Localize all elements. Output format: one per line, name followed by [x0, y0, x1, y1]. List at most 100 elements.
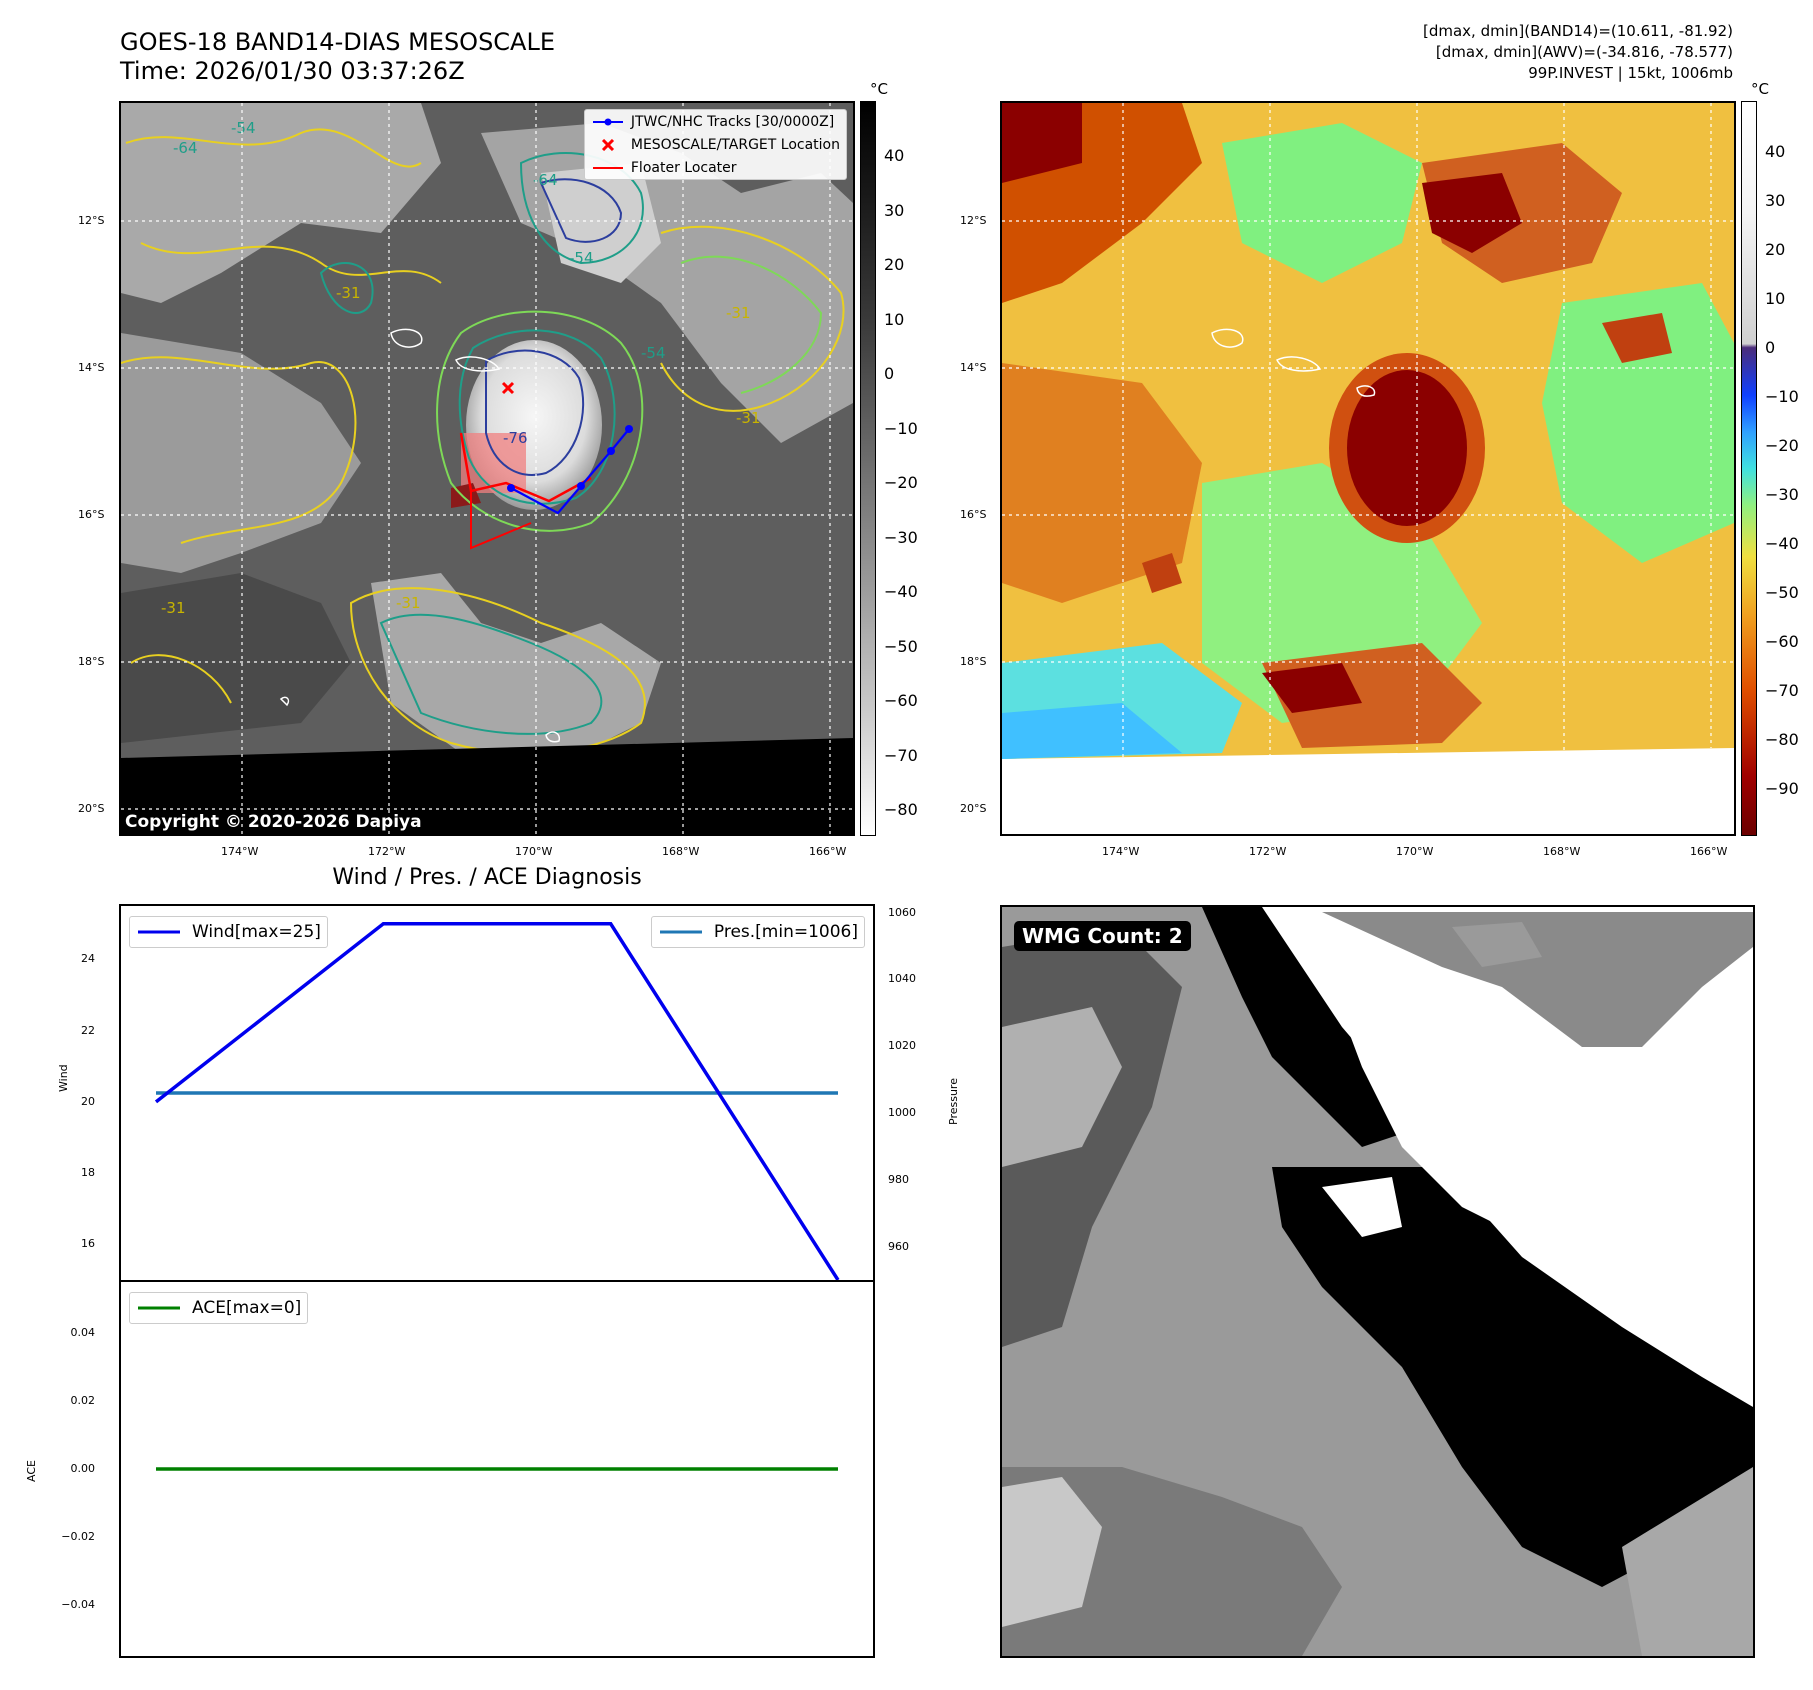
axis-tick-label: 0.02: [70, 1394, 96, 1407]
axis-tick-label: 960: [888, 1239, 909, 1253]
legend-item-pressure: Pres.[min=1006]: [652, 917, 864, 947]
contour-label: -31: [161, 599, 186, 617]
colorbar-tick-label: 30: [884, 200, 905, 220]
lat-label: 20°S: [960, 802, 987, 815]
axis-tick-label: 16: [81, 1237, 95, 1251]
ace-plot: [156, 1467, 838, 1471]
ace-axes: ACE[max=0]: [119, 1280, 875, 1658]
lat-label: 12°S: [78, 214, 105, 227]
colorbar-tick-label: −70: [1765, 681, 1799, 700]
wind-pressure-plot: [154, 922, 840, 1280]
track-point: [625, 425, 633, 433]
awv-colorbar-unit: °C: [1751, 80, 1769, 98]
wind-axis-label: Wind: [57, 1064, 70, 1092]
colorbar-tick-label: −30: [884, 527, 918, 547]
colorbar-tick-label: −10: [1765, 387, 1799, 406]
axis-tick-label: 22: [81, 1023, 95, 1037]
floater-locator-line: [470, 491, 532, 550]
lat-label: 16°S: [960, 508, 987, 521]
contour-label: -76: [503, 429, 528, 447]
contour-label: -31: [396, 594, 421, 612]
axis-tick-label: 980: [888, 1172, 909, 1186]
colorbar-tick-label: 0: [1765, 338, 1776, 357]
info-band14-range: [dmax, dmin](BAND14)=(10.611, -81.92): [1422, 22, 1733, 40]
legend-track-label: JTWC/NHC Tracks [30/0000Z]: [630, 113, 835, 130]
awv-map-image: [1002, 103, 1734, 759]
lon-label: 168°W: [1543, 845, 1581, 858]
contour-label: -64: [173, 139, 198, 157]
ace-axis-label: ACE: [25, 1460, 38, 1482]
colorbar-tick-label: 30: [1765, 191, 1786, 210]
awv-colorbar: [1741, 101, 1757, 836]
legend-pressure-label: Pres.[min=1006]: [713, 922, 858, 942]
contour-label: -31: [336, 284, 361, 302]
lon-label: 166°W: [809, 845, 847, 858]
ir-legend: JTWC/NHC Tracks [30/0000Z] MESOSCALE/TAR…: [583, 109, 847, 180]
contour-label: -64: [533, 171, 558, 189]
legend-item-track: JTWC/NHC Tracks [30/0000Z]: [585, 110, 846, 133]
colorbar-tick-label: −40: [1765, 534, 1799, 553]
contour-label: -54: [569, 249, 594, 267]
legend-target-label: MESOSCALE/TARGET Location: [630, 136, 840, 153]
lon-label: 166°W: [1690, 845, 1728, 858]
lat-label: 20°S: [78, 802, 105, 815]
legend-item-floater: Floater Locater: [585, 156, 846, 179]
wmg-image: [1002, 907, 1753, 1656]
lon-label: 172°W: [368, 845, 406, 858]
legend-item-ace: ACE[max=0]: [130, 1293, 307, 1323]
axis-tick-label: 20: [81, 1094, 95, 1108]
axis-tick-label: 1040: [888, 972, 916, 986]
legend-item-wind: Wind[max=25]: [130, 917, 327, 947]
axis-tick-label: 0.00: [70, 1462, 96, 1475]
awv-map-panel: [1000, 101, 1736, 836]
colorbar-tick-label: 20: [884, 255, 905, 274]
ace-line-icon: [138, 1306, 180, 1310]
axis-tick-label: 24: [81, 952, 95, 966]
legend-ace-label: ACE[max=0]: [192, 1298, 302, 1318]
wind-pressure-axes: Wind[max=25] Pres.[min=1006]: [119, 904, 875, 1282]
colorbar-tick-label: 10: [1765, 289, 1786, 308]
contour-label: -31: [736, 409, 761, 427]
lat-label: 14°S: [78, 361, 105, 374]
wmg-panel: WMG Count: 2: [1000, 905, 1755, 1658]
info-awv-range: [dmax, dmin](AWV)=(-34.816, -78.577): [1435, 43, 1733, 61]
lat-label: 18°S: [78, 655, 105, 668]
lon-label: 172°W: [1249, 845, 1287, 858]
colorbar-tick-label: 40: [1765, 142, 1786, 161]
colorbar-tick-label: 0: [884, 364, 895, 383]
colorbar-tick-label: −80: [1765, 730, 1799, 749]
colorbar-tick-label: −70: [884, 745, 918, 765]
jtwc-track-line: [510, 428, 630, 515]
floater-line-icon: [592, 166, 623, 169]
ir-colorbar-unit: °C: [870, 80, 888, 98]
lat-label: 14°S: [960, 361, 987, 374]
lon-label: 170°W: [1396, 845, 1434, 858]
lon-label: 168°W: [662, 845, 700, 858]
contour-label: -54: [231, 119, 256, 137]
colorbar-tick-label: 10: [884, 309, 905, 329]
colorbar-tick-label: −20: [884, 473, 918, 492]
colorbar-tick-label: −20: [1765, 436, 1799, 455]
x-marker-icon: [601, 138, 614, 151]
axis-tick-label: 0.04: [70, 1326, 96, 1339]
legend-floater-label: Floater Locater: [630, 159, 737, 176]
target-marker-icon: [501, 381, 515, 395]
track-point: [607, 447, 615, 455]
axis-tick-label: 1000: [888, 1106, 916, 1120]
track-point: [577, 482, 585, 490]
wind-legend: Wind[max=25]: [129, 916, 328, 948]
lon-label: 170°W: [515, 845, 553, 858]
axis-tick-label: 1060: [888, 905, 916, 919]
colorbar-tick-label: 20: [1765, 240, 1786, 259]
colorbar-tick-label: −50: [1765, 583, 1799, 602]
pressure-line-icon: [659, 930, 702, 934]
legend-wind-label: Wind[max=25]: [192, 922, 321, 942]
figure-title: GOES-18 BAND14-DIAS MESOSCALE: [120, 28, 556, 56]
axis-tick-label: 18: [81, 1166, 95, 1180]
contour-label: -31: [726, 304, 751, 322]
axis-tick-label: 1020: [888, 1039, 916, 1053]
ir-map-image: -64 -54 -31 -54 -64 -31 -54 -31 -76 -31 …: [121, 103, 853, 834]
track-point: [507, 484, 515, 492]
legend-item-target: MESOSCALE/TARGET Location: [585, 133, 846, 156]
lat-label: 16°S: [78, 508, 105, 521]
